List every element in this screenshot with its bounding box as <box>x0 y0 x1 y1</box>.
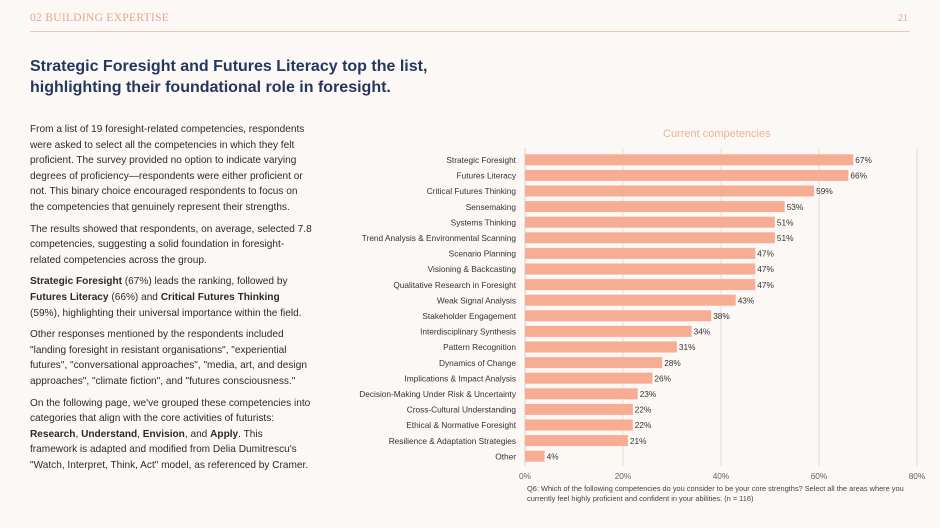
value-label: 31% <box>679 342 696 352</box>
paragraph-framework: On the following page, we've grouped the… <box>30 396 312 474</box>
text-fragment: , <box>75 428 82 440</box>
value-label: 22% <box>635 420 652 430</box>
category-label: Interdisciplinary Synthesis <box>420 327 516 337</box>
highlight-apply: Apply <box>210 428 239 440</box>
paragraph-average: The results showed that respondents, on … <box>30 223 312 266</box>
highlight-understand: Understand <box>81 428 138 440</box>
value-label: 34% <box>694 327 711 337</box>
x-tick-label: 60% <box>811 471 828 481</box>
bar <box>525 263 756 275</box>
text-fragment: , and <box>184 428 211 440</box>
value-label: 23% <box>640 389 657 399</box>
bar <box>525 310 712 322</box>
bar <box>525 169 849 181</box>
category-label: Trend Analysis & Environmental Scanning <box>362 233 517 243</box>
category-label: Critical Futures Thinking <box>427 186 517 196</box>
section-label: 02 BUILDING EXPERTISE <box>30 12 170 24</box>
x-tick-label: 40% <box>713 471 730 481</box>
value-label: 43% <box>738 295 755 305</box>
value-label: 47% <box>757 249 774 259</box>
category-label: Resilience & Adaptation Strategies <box>389 436 516 446</box>
text-fragment: (59%), highlighting their universal impo… <box>30 307 302 319</box>
category-label: Strategic Foresight <box>446 155 516 165</box>
paragraph-ranking: Strategic Foresight (67%) leads the rank… <box>30 274 312 321</box>
x-tick-label: 20% <box>615 471 632 481</box>
bar <box>525 419 633 431</box>
chart-title: Current competencies <box>663 128 771 140</box>
bar <box>525 294 736 306</box>
category-label: Visioning & Backcasting <box>428 264 517 274</box>
value-label: 53% <box>787 202 804 212</box>
category-label: Qualitative Research in Foresight <box>393 280 516 290</box>
highlight-strategic-foresight: Strategic Foresight <box>30 276 122 288</box>
bar <box>525 232 775 244</box>
header-divider <box>30 31 910 32</box>
paragraph-other-responses: Other responses mentioned by the respond… <box>30 329 307 387</box>
category-label: Sensemaking <box>466 202 517 212</box>
bar <box>525 154 854 166</box>
bar <box>525 279 756 291</box>
page-number: 21 <box>898 13 908 24</box>
value-label: 21% <box>630 436 647 446</box>
bar <box>525 403 633 415</box>
text-fragment: (67%) leads the ranking, followed by <box>121 276 288 288</box>
value-label: 22% <box>635 405 652 415</box>
category-label: Implications & Impact Analysis <box>404 373 516 383</box>
text-fragment: (66%) and <box>108 291 161 303</box>
category-label: Scenario Planning <box>449 249 517 259</box>
category-label: Other <box>495 451 516 461</box>
bar <box>525 185 815 197</box>
bar <box>525 341 677 353</box>
bar <box>525 201 785 213</box>
chart-footnote: Q6: Which of the following competencies … <box>527 484 904 503</box>
page-title: Strategic Foresight and Futures Literacy… <box>30 58 428 96</box>
highlight-futures-literacy: Futures Literacy <box>30 291 109 303</box>
bar <box>525 247 756 259</box>
category-label: Ethical & Normative Foresight <box>406 420 516 430</box>
value-label: 51% <box>777 233 794 243</box>
bar <box>525 450 545 462</box>
value-label: 66% <box>850 171 867 181</box>
category-label: Weak Signal Analysis <box>437 295 516 305</box>
value-label: 38% <box>713 311 730 321</box>
highlight-envision: Envision <box>142 428 185 440</box>
bar <box>525 357 663 369</box>
category-label: Stakeholder Engagement <box>422 311 516 321</box>
highlight-critical-futures-thinking: Critical Futures Thinking <box>160 291 280 303</box>
text-fragment: , <box>137 428 143 440</box>
bar <box>525 388 638 400</box>
bar <box>525 372 653 384</box>
value-label: 4% <box>547 451 560 461</box>
category-label: Futures Literacy <box>457 171 517 181</box>
bar <box>525 435 628 447</box>
value-label: 59% <box>816 186 833 196</box>
body-text: From a list of 19 foresight-related comp… <box>30 122 312 479</box>
text-fragment: On the following page, we've grouped the… <box>30 397 311 425</box>
highlight-research: Research <box>30 428 76 440</box>
text-fragment: . This framework is adapted and modified… <box>30 428 309 471</box>
category-label: Cross-Cultural Understanding <box>407 405 517 415</box>
paragraph-intro: From a list of 19 foresight-related comp… <box>30 124 305 213</box>
x-tick-label: 0% <box>519 471 532 481</box>
value-label: 47% <box>757 264 774 274</box>
value-label: 67% <box>855 155 872 165</box>
value-label: 26% <box>654 373 671 383</box>
value-label: 47% <box>757 280 774 290</box>
category-label: Systems Thinking <box>451 217 517 227</box>
value-label: 28% <box>664 358 681 368</box>
category-label: Pattern Recognition <box>443 342 516 352</box>
value-label: 51% <box>777 217 794 227</box>
category-label: Decision-Making Under Risk & Uncertainty <box>359 389 517 399</box>
bar <box>525 325 692 337</box>
x-tick-label: 80% <box>909 471 926 481</box>
category-label: Dynamics of Change <box>439 358 516 368</box>
bar <box>525 216 775 228</box>
